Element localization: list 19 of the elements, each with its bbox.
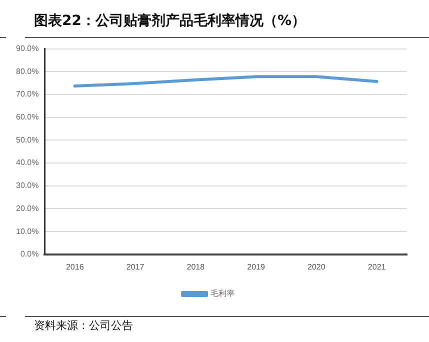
y-tick-label: 70.0% [16,90,39,99]
text: 资料来源：公司公告 [34,318,133,333]
y-tick-label: 40.0% [16,158,39,168]
y-tick-label: 90.0% [16,44,39,54]
y-tick-label: 80.0% [16,66,39,76]
chart-title: 图表22：公司贴膏剂产品毛利率情况（%） [34,12,306,30]
x-tick-label: 2020 [308,262,326,272]
y-tick-label: 20.0% [16,204,39,213]
x-tick-label: 2019 [247,262,266,272]
x-tick-label: 2021 [368,262,386,272]
x-tick-label: 2016 [66,262,84,272]
y-tick-label: 30.0% [16,181,39,190]
y-tick-label: 0.0% [20,250,39,259]
y-tick-label: 10.0% [16,226,39,236]
y-tick-label: 60.0% [16,112,39,122]
y-tick-label: 50.0% [16,135,39,144]
legend-label: 毛利率 [210,289,234,298]
x-tick-label: 2018 [186,262,206,272]
x-tick-label: 2017 [126,262,145,272]
